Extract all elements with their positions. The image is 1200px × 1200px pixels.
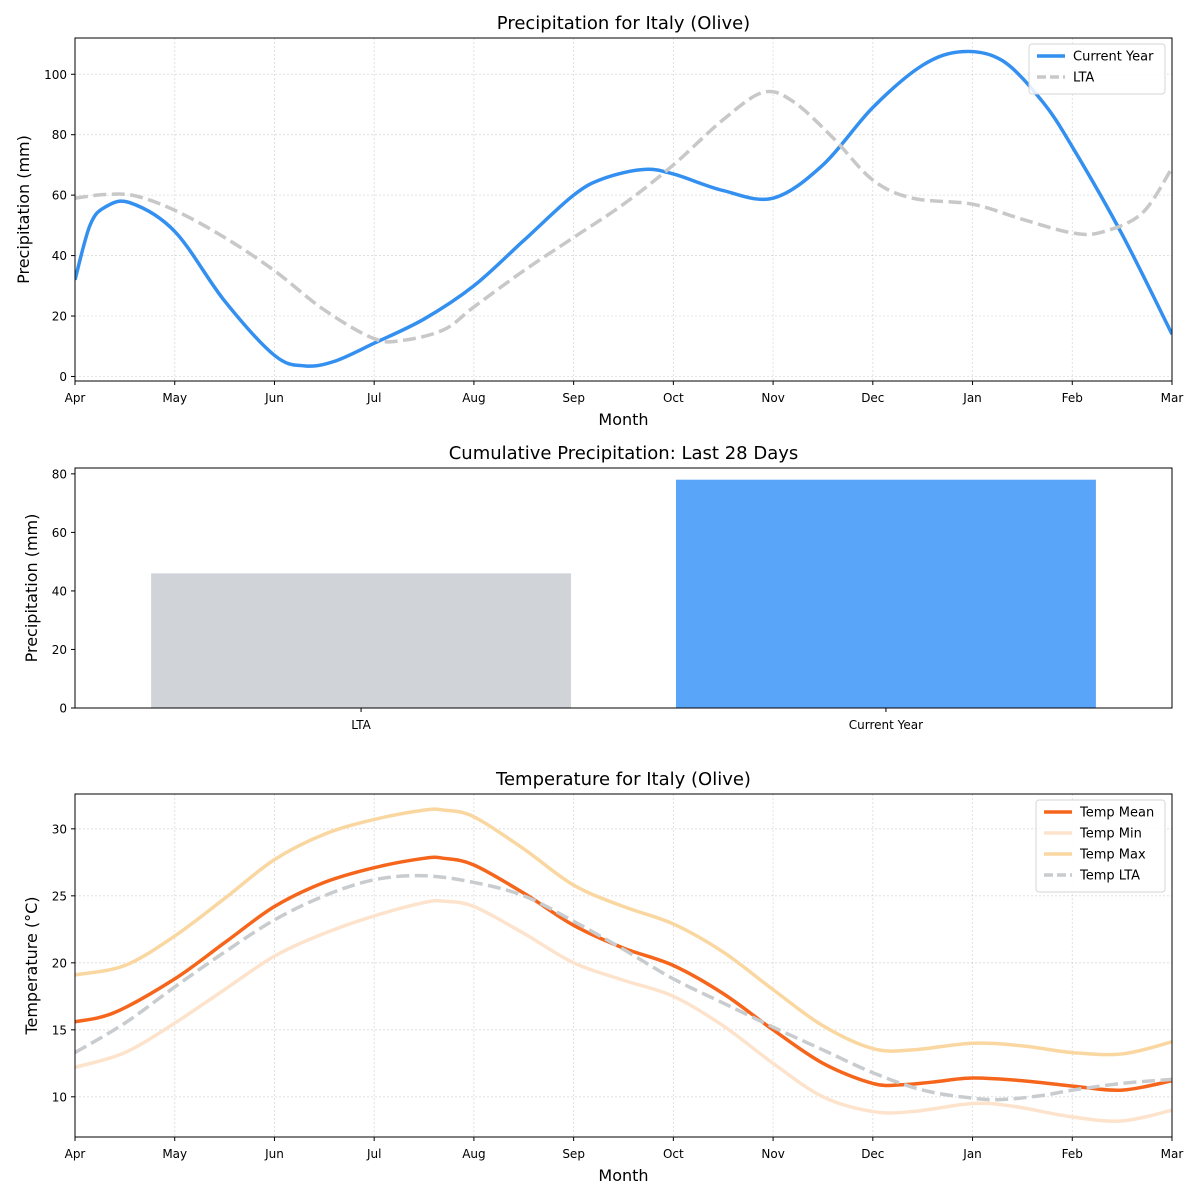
series-line-lta	[75, 89, 1172, 344]
chart-cumulative-precipitation-last-28-days: 0 20 40 60 80 LTA Current Year Cumulative Preci…	[22, 443, 1173, 732]
y-tick-label: 15	[52, 1023, 67, 1037]
y-tick-label: 10	[52, 1090, 67, 1104]
x-tick-label-nov: Nov	[761, 391, 784, 405]
legend: Temp Mean Temp Min Temp Max Temp LTA	[1035, 799, 1166, 893]
series-line-temp-min	[75, 898, 1172, 1123]
y-tick-label: 20	[52, 956, 67, 970]
x-tick-label-jan: Jan	[962, 391, 982, 405]
x-tick-label-aug: Aug	[462, 391, 485, 405]
y-tick-label: 80	[52, 128, 67, 142]
y-axis-title: Precipitation (mm)	[14, 135, 33, 284]
x-tick-label-mar: Mar	[1161, 1147, 1184, 1161]
x-tick-label-jul: Jul	[366, 1147, 381, 1161]
chart-title: Precipitation for Italy (Olive)	[497, 13, 750, 34]
x-tick-label-apr: Apr	[65, 1147, 86, 1161]
y-tick-label: 25	[52, 889, 67, 903]
plot-frame	[74, 793, 1173, 1138]
bar-lta	[151, 573, 572, 708]
y-tick-label: 0	[59, 370, 67, 384]
y-tick-label: 20	[52, 310, 67, 324]
x-tick-label-dec: Dec	[861, 391, 884, 405]
chart-title: Cumulative Precipitation: Last 28 Days	[449, 443, 799, 464]
x-tick-label-oct: Oct	[663, 391, 684, 405]
chart-temperature-for-italy-olive: Apr May Jun Jul Aug Sep Oct Nov Dec Jan Feb Mar 10 15…	[22, 769, 1183, 1185]
x-tick-label-mar: Mar	[1161, 391, 1184, 405]
y-tick-label: 100	[44, 68, 67, 82]
x-tick-label-may: May	[162, 391, 187, 405]
series-group	[75, 49, 1172, 368]
x-tick-label-may: May	[162, 1147, 187, 1161]
legend-label-current-year: Current Year	[1073, 50, 1154, 65]
y-tick-label: 0	[59, 702, 67, 716]
legend-label-temp-max: Temp Max	[1079, 848, 1146, 863]
x-tick-label-sep: Sep	[562, 391, 585, 405]
legend-label-temp-lta: Temp LTA	[1079, 869, 1140, 884]
legend: Current Year LTA	[1028, 43, 1166, 95]
x-tick-label-jul: Jul	[366, 391, 381, 405]
y-tick-label: 60	[52, 526, 67, 540]
y-tick-label: 20	[52, 643, 67, 657]
y-axis-title: Precipitation (mm)	[22, 514, 41, 663]
x-tick-label-jun: Jun	[264, 391, 284, 405]
plot-frame	[74, 467, 1173, 709]
x-tick-label-oct: Oct	[663, 1147, 684, 1161]
chart-title: Temperature for Italy (Olive)	[495, 769, 751, 790]
x-axis-title: Month	[598, 1166, 648, 1185]
legend-label-temp-min: Temp Min	[1079, 827, 1142, 842]
y-tick-label: 40	[52, 584, 67, 598]
legend-box	[1035, 799, 1166, 893]
x-tick-label-jun: Jun	[264, 1147, 284, 1161]
x-tick-label-feb: Feb	[1062, 1147, 1083, 1161]
legend-label-lta: LTA	[1073, 71, 1094, 86]
series-line-temp-mean	[75, 855, 1172, 1093]
series-line-current-year	[75, 49, 1172, 368]
x-tick-label-sep: Sep	[562, 1147, 585, 1161]
x-tick-label-aug: Aug	[462, 1147, 485, 1161]
x-axis-title: Month	[598, 410, 648, 429]
plot-frame	[74, 37, 1173, 382]
legend-label-temp-mean: Temp Mean	[1079, 806, 1154, 821]
x-tick-label-feb: Feb	[1062, 391, 1083, 405]
y-axis-title: Temperature (°C)	[22, 896, 41, 1035]
x-tick-label-dec: Dec	[861, 1147, 884, 1161]
x-tick-label-apr: Apr	[65, 391, 86, 405]
series-group	[75, 807, 1172, 1123]
y-tick-label: 60	[52, 189, 67, 203]
series-line-temp-lta	[75, 873, 1172, 1102]
x-tick-label-jan: Jan	[962, 1147, 982, 1161]
y-tick-label: 80	[52, 467, 67, 481]
y-tick-label: 30	[52, 822, 67, 836]
x-tick-label-current-year: Current Year	[849, 718, 923, 732]
x-tick-label-lta: LTA	[351, 718, 371, 732]
bar-current-year	[675, 479, 1096, 708]
x-tick-label-nov: Nov	[761, 1147, 784, 1161]
series-line-temp-max	[75, 807, 1172, 1057]
y-tick-label: 40	[52, 249, 67, 263]
chart-precipitation-for-italy-olive: Apr May Jun Jul Aug Sep Oct Nov Dec Jan Feb Mar 0 20 4…	[14, 13, 1183, 429]
